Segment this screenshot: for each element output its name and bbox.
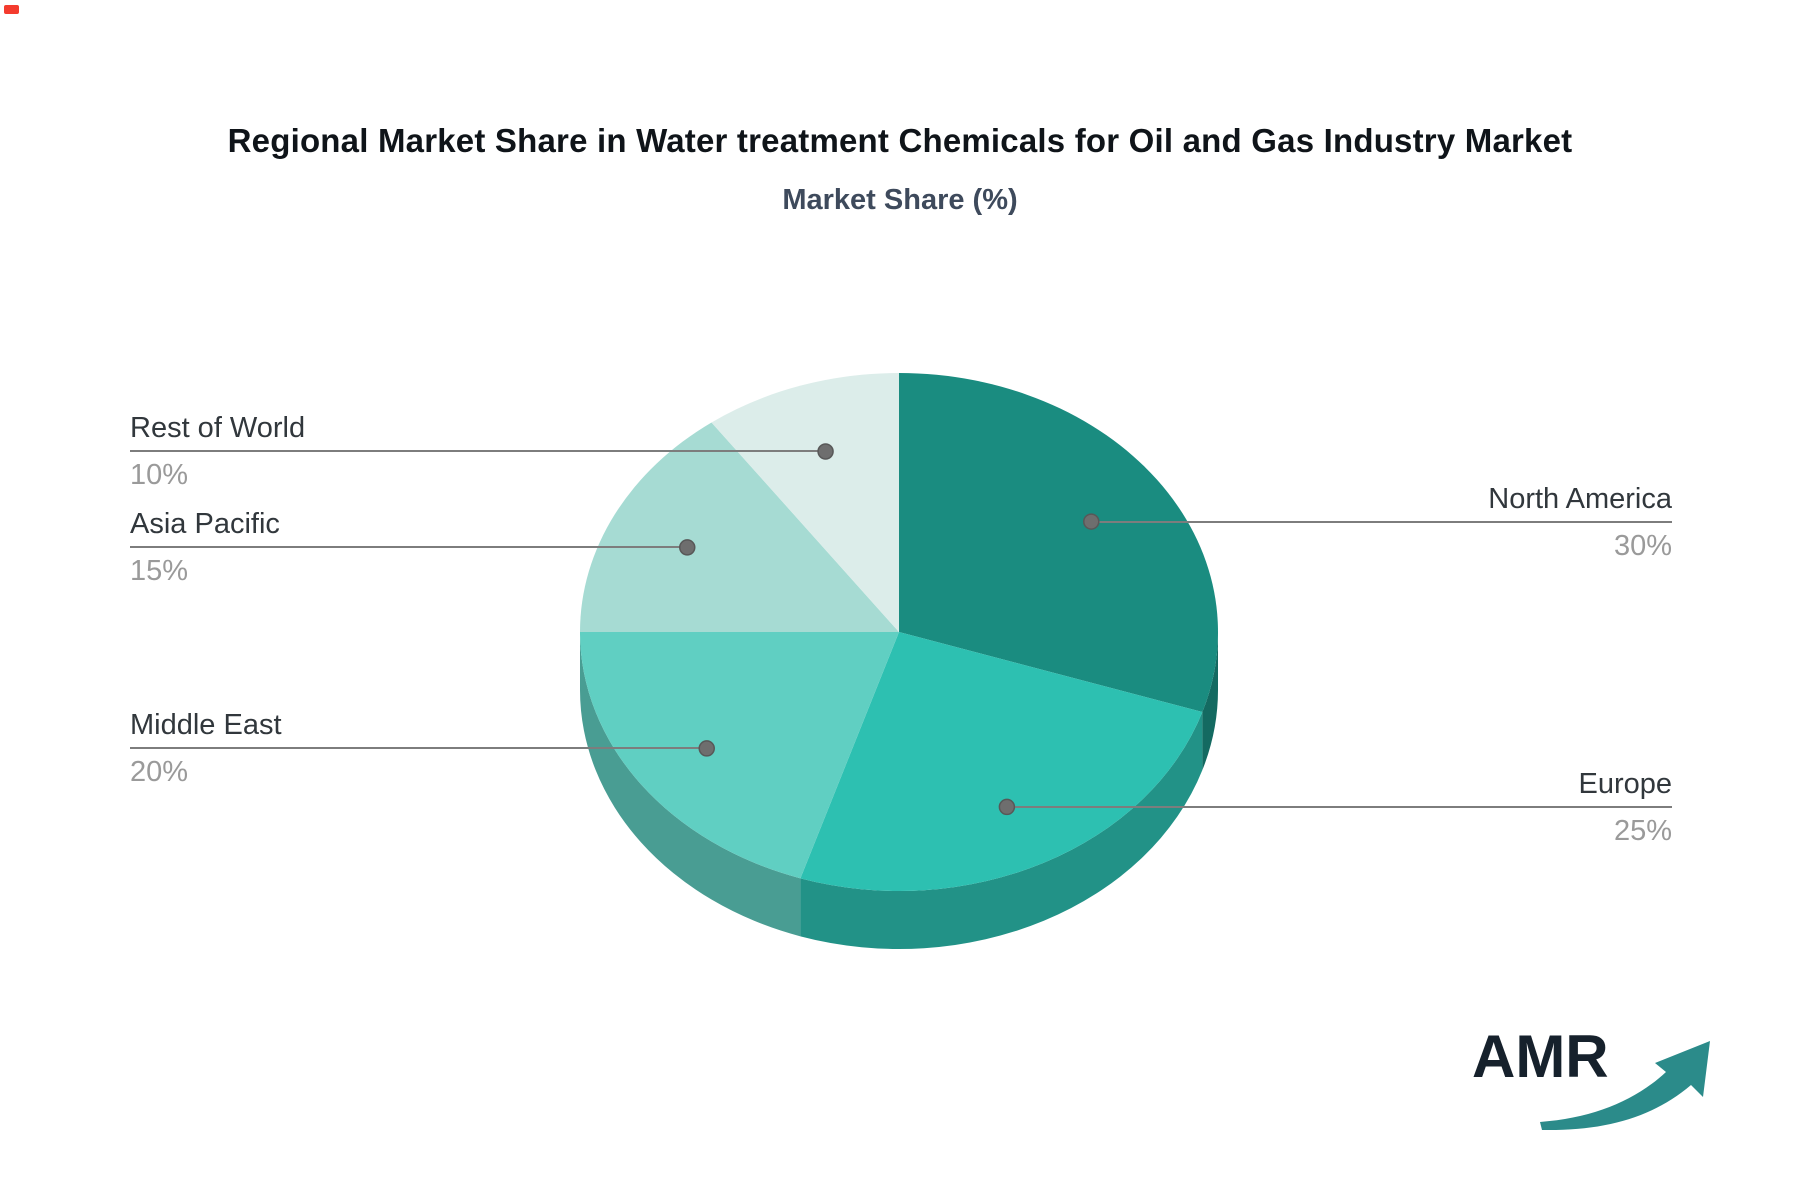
amr-logo-text: AMR — [1472, 1023, 1609, 1090]
slice-name: North America — [1488, 483, 1672, 515]
slice-percent: 30% — [1613, 530, 1672, 562]
pie-callout-europe: Europe 25% — [1578, 767, 1672, 848]
slice-name: Asia Pacific — [130, 508, 280, 540]
pie-callout-middle-east: Middle East 20% — [130, 708, 282, 789]
amr-logo-arrow-icon — [1540, 1041, 1710, 1131]
slice-percent: 20% — [130, 756, 189, 788]
pie-callout-asia-pacific: Asia Pacific 15% — [130, 507, 280, 588]
pie-callout-north-america: North America 30% — [1488, 482, 1672, 563]
slice-percent: 10% — [130, 459, 189, 491]
slice-percent: 25% — [1613, 815, 1672, 847]
chart-subtitle: Market Share (%) — [782, 184, 1018, 216]
slice-name: Europe — [1578, 768, 1672, 800]
slice-name: Rest of World — [130, 412, 306, 444]
chart-title: Regional Market Share in Water treatment… — [227, 122, 1573, 159]
slice-name: Middle East — [130, 709, 282, 741]
slice-percent: 15% — [130, 555, 189, 587]
pie-callout-rest-of-world: Rest of World 10% — [130, 411, 305, 492]
screen-artifact — [4, 5, 19, 14]
amr-logo: AMR — [1472, 1022, 1712, 1132]
